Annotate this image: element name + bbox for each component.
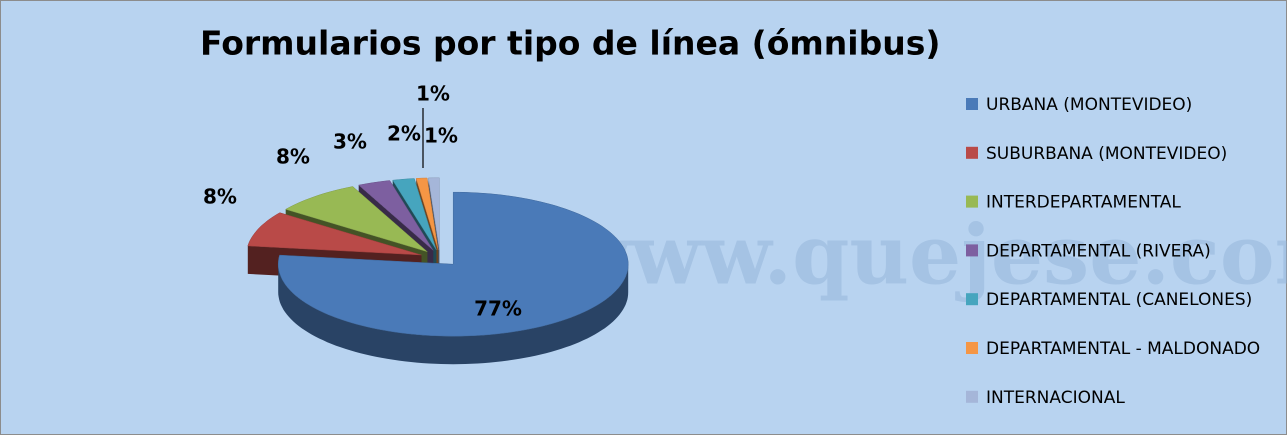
legend-swatch — [966, 293, 978, 306]
legend-label: URBANA (MONTEVIDEO) — [986, 95, 1192, 115]
pie: 77%8%8%3% 2%1%1% — [203, 82, 629, 365]
slice — [277, 191, 629, 337]
watermark: www.quejese.com.uy — [559, 207, 1287, 303]
legend-label: DEPARTAMENTAL (RIVERA) — [986, 241, 1211, 261]
slice — [428, 177, 440, 250]
data-label: 1% — [416, 82, 450, 106]
legend-label: SUBURBANA (MONTEVIDEO) — [986, 144, 1227, 164]
slice — [358, 180, 434, 251]
legend-swatch — [966, 98, 978, 110]
legend-swatch — [966, 244, 978, 257]
slice-side — [278, 264, 629, 365]
data-label: 8% — [276, 145, 310, 169]
legend-label: DEPARTAMENTAL (CANELONES) — [986, 290, 1252, 310]
slice — [392, 178, 437, 251]
data-label: 77% — [474, 297, 522, 321]
data-label: 3% — [333, 130, 367, 154]
chart-title: Formularios por tipo de línea (ómnibus) — [200, 24, 940, 63]
legend-swatch — [966, 390, 978, 403]
slice — [247, 212, 422, 256]
legend-swatch — [966, 195, 978, 208]
legend-label: INTERDEPARTAMENTAL — [986, 193, 1181, 213]
data-label: 1% — [424, 124, 458, 148]
slice — [285, 186, 428, 252]
legend-label: DEPARTAMENTAL - MALDONADO — [986, 339, 1260, 359]
slice — [415, 177, 439, 250]
data-label: 8% — [203, 185, 237, 209]
legend-label: INTERNACIONAL — [986, 388, 1125, 408]
legend-swatch — [966, 342, 978, 354]
legend-swatch — [966, 146, 978, 159]
legend: URBANA (MONTEVIDEO) SUBURBANA (MONTEVIDEO… — [966, 95, 1260, 408]
data-label: 2% — [387, 122, 421, 146]
